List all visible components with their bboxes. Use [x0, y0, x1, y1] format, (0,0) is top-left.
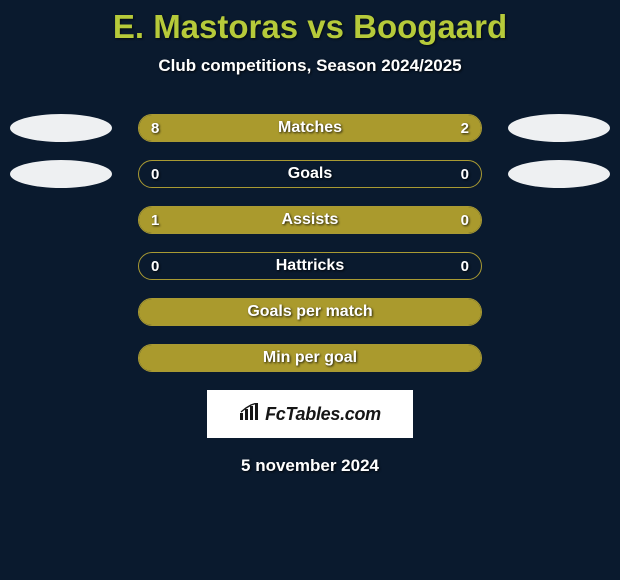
- avatar-spacer: [508, 206, 610, 234]
- stat-row: Hattricks0 0: [0, 252, 620, 280]
- stat-value-left: 0: [151, 161, 159, 187]
- stat-bar: Assists1 0: [138, 206, 482, 234]
- stat-row: Assists1 0: [0, 206, 620, 234]
- stat-bar: Hattricks0 0: [138, 252, 482, 280]
- date-label: 5 november 2024: [0, 456, 620, 476]
- avatar-spacer: [10, 206, 112, 234]
- player-right-avatar: [508, 114, 610, 142]
- logo-box: FcTables.com: [207, 390, 413, 438]
- player-left-avatar: [10, 114, 112, 142]
- stat-label: Min per goal: [139, 345, 481, 371]
- stat-bar: Goals per match: [138, 298, 482, 326]
- avatar-spacer: [10, 298, 112, 326]
- stat-value-left: 1: [151, 207, 159, 233]
- player-left-avatar: [10, 160, 112, 188]
- player-right-avatar: [508, 160, 610, 188]
- subtitle: Club competitions, Season 2024/2025: [0, 56, 620, 76]
- avatar-spacer: [508, 252, 610, 280]
- stat-label: Goals per match: [139, 299, 481, 325]
- stat-bar: Min per goal: [138, 344, 482, 372]
- stat-value-left: 8: [151, 115, 159, 141]
- logo-chart-icon: [239, 403, 261, 426]
- logo-text: FcTables.com: [265, 404, 381, 425]
- stat-row: Matches8 2: [0, 114, 620, 142]
- avatar-spacer: [508, 298, 610, 326]
- stat-value-left: 0: [151, 253, 159, 279]
- stat-label: Goals: [139, 161, 481, 187]
- stat-value-right: 0: [461, 161, 469, 187]
- stat-row: Goals per match: [0, 298, 620, 326]
- stat-row: Min per goal: [0, 344, 620, 372]
- stat-label: Assists: [139, 207, 481, 233]
- avatar-spacer: [10, 252, 112, 280]
- stat-bar: Goals0 0: [138, 160, 482, 188]
- stat-value-right: 2: [461, 115, 469, 141]
- stat-value-right: 0: [461, 207, 469, 233]
- avatar-spacer: [508, 344, 610, 372]
- stat-label: Matches: [139, 115, 481, 141]
- stat-label: Hattricks: [139, 253, 481, 279]
- stat-row: Goals0 0: [0, 160, 620, 188]
- comparison-panel: E. Mastoras vs Boogaard Club competition…: [0, 0, 620, 580]
- page-title: E. Mastoras vs Boogaard: [0, 8, 620, 46]
- stat-bar: Matches8 2: [138, 114, 482, 142]
- avatar-spacer: [10, 344, 112, 372]
- stat-rows: Matches82Goals00Assists10Hattricks00Goal…: [0, 114, 620, 372]
- stat-value-right: 0: [461, 253, 469, 279]
